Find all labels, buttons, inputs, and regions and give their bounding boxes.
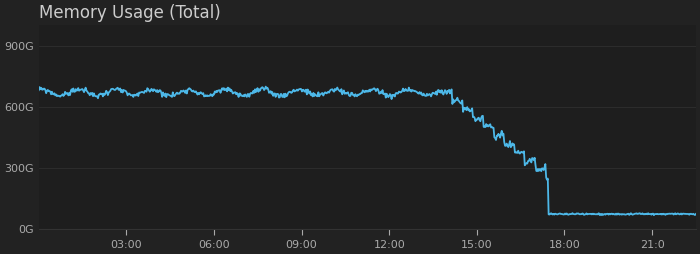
Text: Memory Usage (Total): Memory Usage (Total) xyxy=(38,4,220,22)
